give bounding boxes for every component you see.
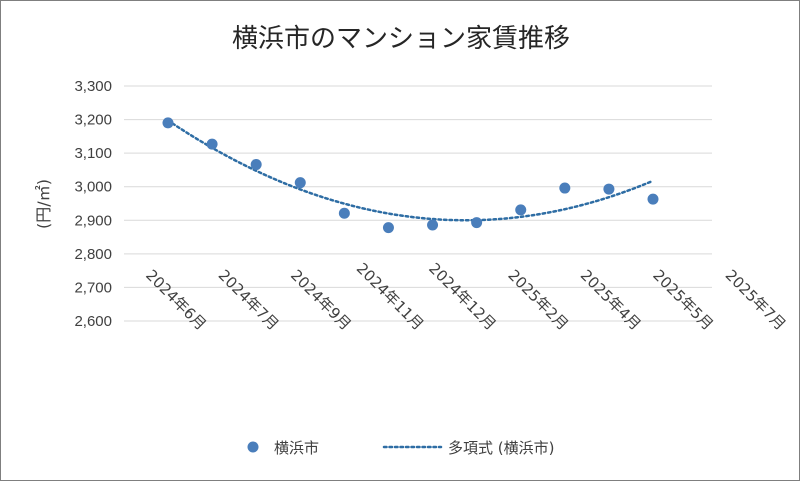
trendline-group <box>166 119 655 222</box>
y-tick-label: 2,800 <box>74 246 112 263</box>
legend-label-trendline: 多項式 (横浜市) <box>448 439 554 457</box>
data-point <box>427 219 439 231</box>
data-point <box>294 177 306 189</box>
y-tick-labels: 2,600 2,700 2,800 2,900 3,000 3,100 3,200 3,300 <box>74 78 112 330</box>
y-tick-label: 3,000 <box>74 179 112 196</box>
data-point <box>338 207 350 219</box>
x-tick-label: 2025年2月 <box>504 266 572 334</box>
gridlines <box>124 85 712 322</box>
data-point <box>382 222 394 234</box>
y-tick-label: 3,100 <box>74 145 112 162</box>
legend-marker-series <box>247 441 259 453</box>
x-tick-label: 2025年4月 <box>577 266 645 334</box>
legend: 横浜市 多項式 (横浜市) <box>247 439 554 457</box>
data-point <box>162 117 174 129</box>
x-tick-label: 2024年11月 <box>353 259 427 333</box>
chart-title: 横浜市のマンション家賃推移 <box>232 24 570 54</box>
data-point <box>250 159 262 171</box>
y-tick-label: 2,600 <box>74 313 112 330</box>
x-tick-label: 2024年6月 <box>142 266 210 334</box>
trendline <box>166 119 655 222</box>
y-axis-label: (円/㎡) <box>34 179 53 229</box>
x-tick-label: 2025年5月 <box>649 266 717 334</box>
data-points <box>162 117 659 234</box>
data-point <box>515 204 527 216</box>
x-tick-label: 2024年12月 <box>425 259 499 333</box>
y-tick-label: 2,700 <box>74 279 112 296</box>
y-tick-label: 2,900 <box>74 212 112 229</box>
data-point <box>559 182 571 194</box>
x-tick-label: 2024年7月 <box>215 266 283 334</box>
x-tick-label: 2024年9月 <box>287 266 355 334</box>
y-tick-label: 3,200 <box>74 112 112 129</box>
data-point <box>647 193 659 205</box>
data-point <box>206 138 218 150</box>
data-point <box>471 217 483 229</box>
legend-label-series: 横浜市 <box>274 439 319 457</box>
data-point <box>603 183 615 195</box>
x-tick-label: 2025年7月 <box>722 266 790 334</box>
y-tick-label: 3,300 <box>74 78 112 95</box>
